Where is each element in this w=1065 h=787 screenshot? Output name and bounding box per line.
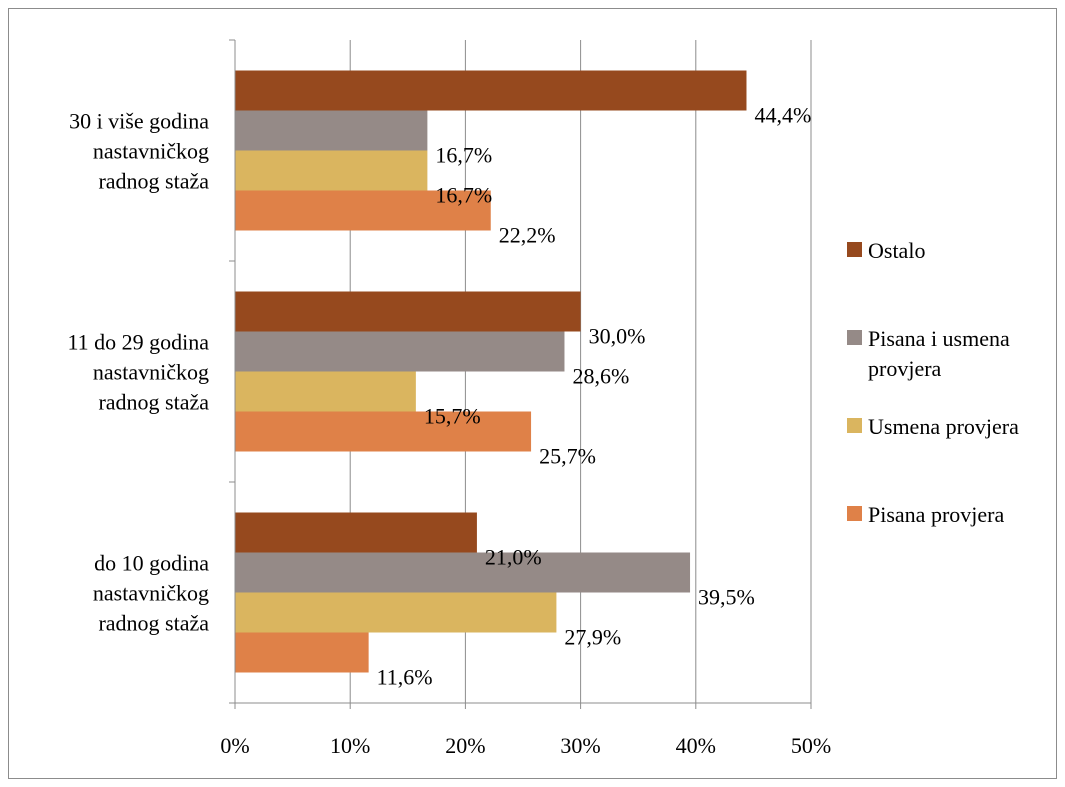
bar <box>235 512 477 553</box>
x-tick-label: 40% <box>676 733 716 758</box>
legend-swatch <box>847 506 862 521</box>
legend-swatch <box>847 330 862 345</box>
category-label: radnog staža <box>98 169 209 194</box>
bar <box>235 411 532 452</box>
data-label: 44,4% <box>754 103 811 128</box>
category-label: do 10 godina <box>94 551 209 576</box>
data-label: 28,6% <box>572 364 629 389</box>
chart-frame <box>8 8 1057 779</box>
category-label: nastavničkog <box>93 360 209 385</box>
axes <box>229 39 812 709</box>
bar <box>235 150 428 191</box>
bar <box>235 632 369 673</box>
legend-label: Pisana i usmena <box>868 326 1010 351</box>
data-label: 25,7% <box>539 444 596 469</box>
x-tick-label: 0% <box>220 733 249 758</box>
data-label: 22,2% <box>499 223 556 248</box>
x-tick-label: 20% <box>445 733 485 758</box>
bar <box>235 291 581 332</box>
bar <box>235 592 557 633</box>
data-label: 21,0% <box>485 545 542 570</box>
data-label: 16,7% <box>435 143 492 168</box>
category-label: nastavničkog <box>93 581 209 606</box>
data-label: 27,9% <box>564 625 621 650</box>
labels: 0% 10% 20% 30% 40% 50% 44,4% 16,7% 16,7% 22,2% 30 … <box>67 103 831 759</box>
x-tick-label: 50% <box>791 733 831 758</box>
x-tick-label: 30% <box>560 733 600 758</box>
legend-swatch <box>847 418 862 433</box>
bar <box>235 371 416 412</box>
legend-swatch <box>847 242 862 257</box>
category-label: nastavničkog <box>93 139 209 164</box>
legend: Ostalo Pisana i usmena provjera Usmena prov… <box>847 238 1019 527</box>
data-label: 16,7% <box>435 183 492 208</box>
data-label: 39,5% <box>698 585 755 610</box>
legend-label: provjera <box>868 356 942 381</box>
category-label: radnog staža <box>98 390 209 415</box>
data-label: 15,7% <box>424 404 481 429</box>
bar <box>235 110 428 151</box>
category-label: radnog staža <box>98 611 209 636</box>
legend-label: Pisana provjera <box>868 502 1004 527</box>
legend-label: Usmena provjera <box>868 414 1019 439</box>
data-label: 30,0% <box>589 324 646 349</box>
bar <box>235 331 565 372</box>
data-label: 11,6% <box>377 665 433 690</box>
category-label: 30 i više godina <box>69 109 209 134</box>
category-label: 11 do 29 godina <box>67 330 209 355</box>
bar <box>235 70 747 111</box>
bars <box>235 70 747 673</box>
x-tick-label: 10% <box>330 733 370 758</box>
bar <box>235 190 491 231</box>
bar <box>235 552 691 593</box>
legend-label: Ostalo <box>868 238 925 263</box>
